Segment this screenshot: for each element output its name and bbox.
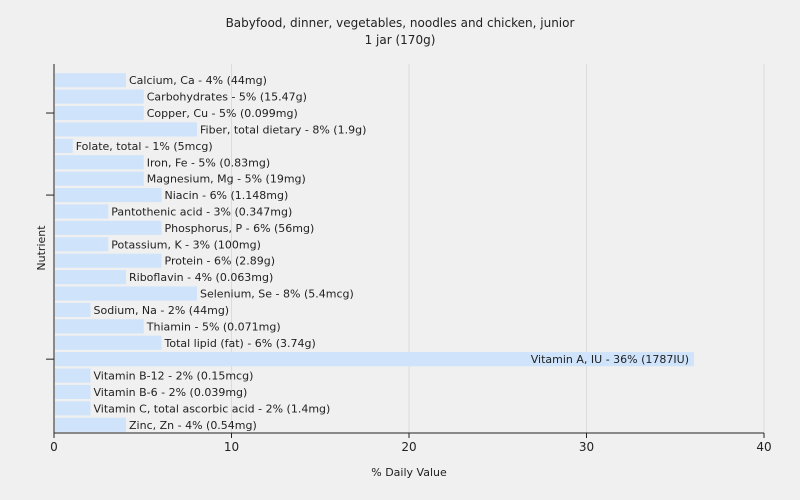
gridlines <box>231 64 765 433</box>
bar-label: Vitamin B-12 - 2% (0.15mcg) <box>94 370 254 383</box>
x-axis-label: % Daily Value <box>371 466 447 479</box>
x-tick-label: 40 <box>756 440 771 454</box>
bar <box>55 138 73 153</box>
chart-subtitle: 1 jar (170g) <box>365 33 436 47</box>
bar <box>55 286 197 301</box>
chart-title: Babyfood, dinner, vegetables, noodles an… <box>226 16 575 30</box>
bar <box>55 204 109 219</box>
bar-label: Zinc, Zn - 4% (0.54mg) <box>129 419 257 432</box>
bar <box>55 171 144 186</box>
bar-label: Folate, total - 1% (5mcg) <box>76 140 213 153</box>
bar-label: Niacin - 6% (1.148mg) <box>165 189 289 202</box>
bar <box>55 335 162 350</box>
y-ticks <box>46 112 54 360</box>
bar-label: Magnesium, Mg - 5% (19mg) <box>147 173 306 186</box>
bar-label: Vitamin B-6 - 2% (0.039mg) <box>94 386 248 399</box>
bar <box>55 237 109 252</box>
bar <box>55 368 91 383</box>
bar <box>55 302 91 317</box>
bar <box>55 122 197 137</box>
bar <box>55 73 126 88</box>
y-axis-label: Nutrient <box>35 225 48 271</box>
bar-label: Fiber, total dietary - 8% (1.9g) <box>200 123 366 136</box>
bar <box>55 89 144 104</box>
x-tick-label: 0 <box>50 440 58 454</box>
bar-label: Selenium, Se - 8% (5.4mcg) <box>200 288 354 301</box>
bar-label: Riboflavin - 4% (0.063mg) <box>129 271 273 284</box>
bar <box>55 105 144 121</box>
x-tick-label: 20 <box>401 440 416 454</box>
x-tick-label: 10 <box>224 440 239 454</box>
bar-label: Thiamin - 5% (0.071mg) <box>146 320 281 333</box>
x-ticks: 0 10 20 30 40 <box>50 433 772 454</box>
bar <box>55 220 162 235</box>
bar <box>55 352 694 367</box>
bars: Calcium, Ca - 4% (44mg) Carbohydrates - 5… <box>55 73 694 432</box>
bar-label: Calcium, Ca - 4% (44mg) <box>129 74 267 87</box>
bar-label: Iron, Fe - 5% (0.83mg) <box>147 156 270 169</box>
x-tick-label: 30 <box>579 440 594 454</box>
text: Babyfood, dinner, vegetables, noodles an… <box>35 16 574 479</box>
bar <box>55 253 162 268</box>
bar-label: Protein - 6% (2.89g) <box>165 255 276 268</box>
bar <box>55 155 144 170</box>
bar-label: Sodium, Na - 2% (44mg) <box>94 304 230 317</box>
bar <box>55 417 126 432</box>
bar <box>55 319 144 334</box>
bar-label: Carbohydrates - 5% (15.47g) <box>147 91 307 104</box>
bar <box>55 188 162 203</box>
bar-label: Vitamin A, IU - 36% (1787IU) <box>531 353 689 366</box>
bar-label: Copper, Cu - 5% (0.099mg) <box>147 107 298 120</box>
bar <box>55 270 126 285</box>
bar-label: Phosphorus, P - 6% (56mg) <box>165 222 315 235</box>
bar-label: Vitamin C, total ascorbic acid - 2% (1.4… <box>94 402 331 415</box>
bar-label: Total lipid (fat) - 6% (3.74g) <box>164 337 316 350</box>
bar <box>55 401 91 416</box>
bar-label: Potassium, K - 3% (100mg) <box>111 238 261 251</box>
bar-label: Pantothenic acid - 3% (0.347mg) <box>111 205 292 218</box>
bar <box>55 384 91 400</box>
